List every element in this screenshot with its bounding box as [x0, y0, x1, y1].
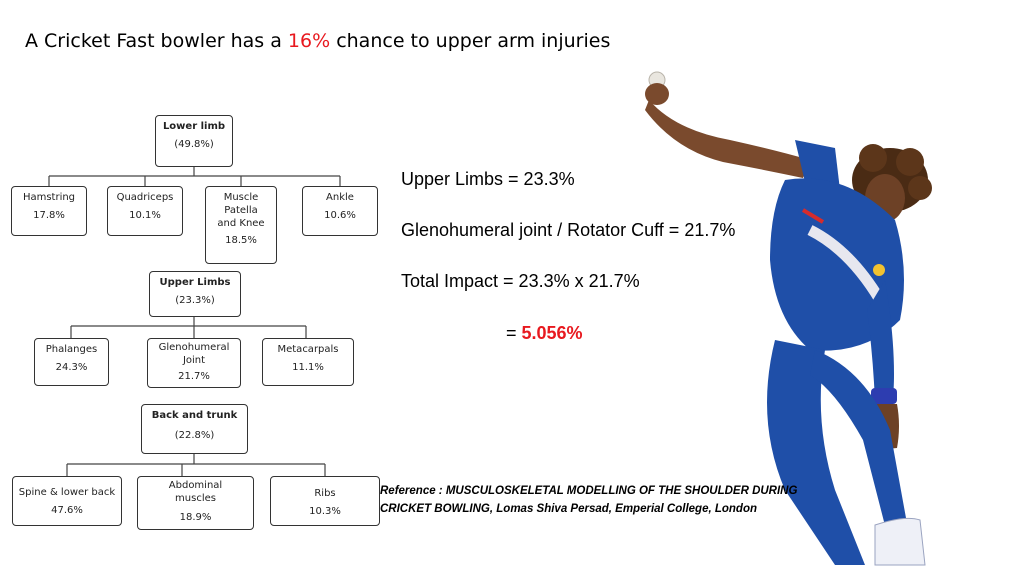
node-back-trunk-name: Back and trunk	[151, 410, 238, 421]
node-value: 18.5%	[225, 235, 257, 246]
equation-result: = 5.056%	[506, 323, 583, 344]
equation-glenohumeral: Glenohumeral joint / Rotator Cuff = 21.7…	[401, 220, 736, 240]
node-name: Glenohumeral Joint	[158, 342, 230, 366]
bowler-illustration	[645, 71, 932, 566]
equation-upper-limbs: Upper Limbs = 23.3%	[401, 169, 575, 189]
node-name: Phalanges	[45, 344, 98, 355]
title-suffix: chance to upper arm injuries	[330, 30, 611, 52]
result-equals: =	[506, 323, 522, 343]
node-value: 21.7%	[178, 371, 210, 382]
node-upper-limbs: Upper Limbs (23.3%)	[149, 271, 241, 317]
result-value: 5.056%	[521, 323, 583, 343]
node-value: 10.6%	[324, 210, 356, 221]
node-value: 11.1%	[292, 362, 324, 373]
node-muscle-patella-knee: Muscle Patella and Knee 18.5%	[205, 186, 277, 264]
node-value: 10.3%	[309, 506, 341, 517]
node-value: 24.3%	[55, 362, 88, 373]
node-name: Hamstring	[22, 192, 76, 203]
node-value: 47.6%	[51, 505, 83, 516]
node-name: Muscle Patella and Knee	[217, 192, 265, 229]
title-prefix: A Cricket Fast bowler has a	[25, 30, 288, 52]
node-upper-limbs-value: (23.3%)	[175, 295, 215, 306]
node-ribs: Ribs 10.3%	[270, 476, 380, 526]
node-name: Ribs	[314, 488, 336, 499]
node-value: 17.8%	[33, 210, 65, 221]
node-lower-limb-value: (49.8%)	[174, 139, 214, 150]
node-upper-limbs-name: Upper Limbs	[159, 277, 231, 288]
node-abdominal-muscles: Abdominal muscles 18.9%	[137, 476, 254, 530]
slide-title: A Cricket Fast bowler has a 16% chance t…	[25, 30, 610, 52]
node-metacarpals: Metacarpals 11.1%	[262, 338, 354, 386]
node-hamstring: Hamstring 17.8%	[11, 186, 87, 236]
node-spine-lower-back: Spine & lower back 47.6%	[12, 476, 122, 526]
node-back-trunk-value: (22.8%)	[174, 430, 215, 441]
node-value: 18.9%	[179, 512, 212, 523]
node-lower-limb-name: Lower limb	[162, 121, 226, 132]
node-back-trunk: Back and trunk (22.8%)	[141, 404, 248, 454]
node-quadriceps: Quadriceps 10.1%	[107, 186, 183, 236]
node-name: Ankle	[326, 192, 354, 203]
node-name: Quadriceps	[116, 192, 174, 203]
node-name: Spine & lower back	[18, 487, 116, 498]
node-value: 10.1%	[129, 210, 161, 221]
equation-total-impact: Total Impact = 23.3% x 21.7%	[401, 271, 640, 291]
reference-citation: Reference : MUSCULOSKELETAL MODELLING OF…	[380, 485, 798, 515]
node-ankle: Ankle 10.6%	[302, 186, 378, 236]
node-name: Metacarpals	[277, 344, 339, 355]
title-highlight: 16%	[287, 30, 331, 52]
node-glenohumeral-joint: Glenohumeral Joint 21.7%	[147, 338, 241, 388]
node-name: Abdominal muscles	[168, 480, 223, 504]
node-lower-limb: Lower limb (49.8%)	[155, 115, 233, 167]
node-phalanges: Phalanges 24.3%	[34, 338, 109, 386]
